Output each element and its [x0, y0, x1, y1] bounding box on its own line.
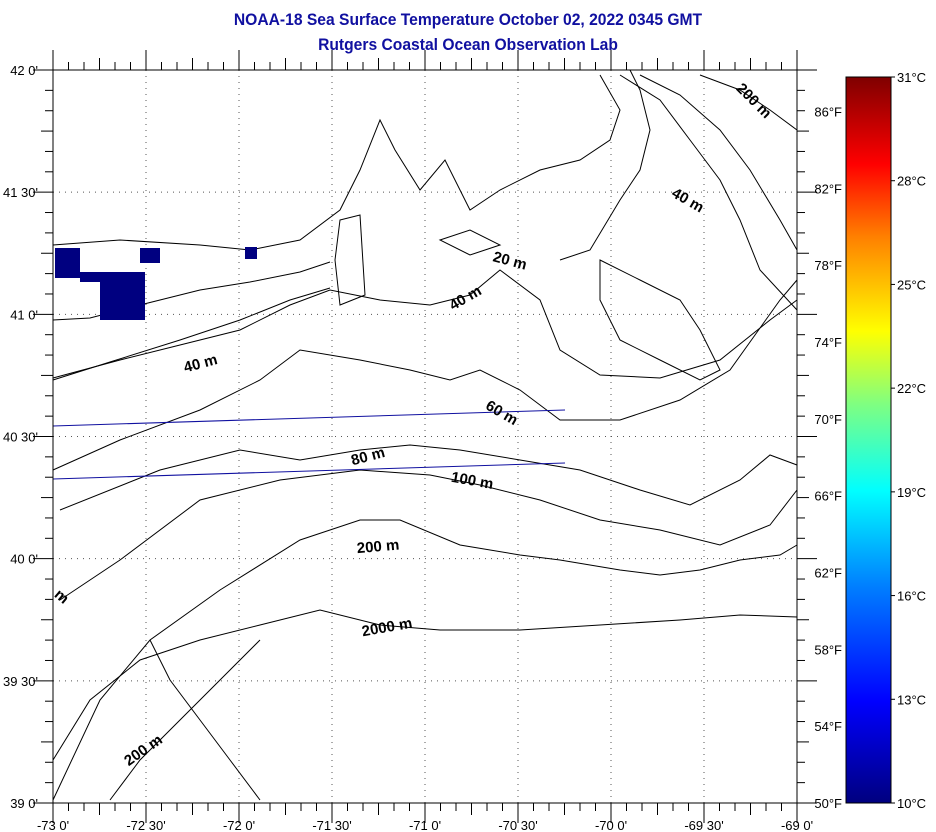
bathymetry-contours — [52, 74, 798, 801]
contour-label: m — [51, 586, 72, 608]
sst-patch — [80, 272, 100, 282]
celsius-label: 10°C — [897, 796, 926, 811]
lon-label: -69 0' — [781, 818, 813, 832]
fahrenheit-label: 86°F — [814, 105, 842, 120]
sst-patch — [245, 247, 257, 259]
lon-label: -69 30' — [684, 818, 723, 832]
fahrenheit-label: 50°F — [814, 796, 842, 811]
lat-label: 41 30' — [3, 185, 38, 200]
lon-label: -70 0' — [595, 818, 627, 832]
map-title: NOAA-18 Sea Surface Temperature October … — [233, 10, 703, 29]
contour-label: 40 m — [182, 351, 219, 376]
celsius-label: 22°C — [897, 381, 926, 396]
contour-60m — [52, 279, 798, 471]
lon-label: -71 0' — [409, 818, 441, 832]
contour-label: 200 m — [121, 731, 166, 769]
fahrenheit-label: 70°F — [814, 412, 842, 427]
fahrenheit-label: 58°F — [814, 642, 842, 657]
cape-cod-coast — [559, 69, 721, 381]
sst-patch — [55, 248, 80, 278]
fahrenheit-label: 74°F — [814, 335, 842, 350]
islands — [334, 214, 502, 306]
contour-40m — [52, 269, 798, 379]
contour-label: 100 m — [450, 469, 495, 493]
fahrenheit-label: 54°F — [814, 719, 842, 734]
sst-patch — [100, 272, 145, 320]
connecticut-ri-coast — [52, 74, 621, 251]
lat-label: 39 0' — [10, 796, 38, 811]
contour-gom — [619, 74, 798, 311]
lat-label: 42 0' — [10, 63, 38, 78]
celsius-label: 13°C — [897, 692, 926, 707]
colorbar — [845, 76, 892, 804]
swath-line — [52, 462, 566, 480]
contour-label: 200 m — [733, 80, 775, 122]
contour-200m — [52, 519, 798, 801]
swath-line — [52, 409, 566, 427]
lon-label: -73 0' — [37, 818, 69, 832]
contour-2000m — [52, 609, 798, 761]
coastline — [52, 69, 721, 381]
swath-lines — [52, 409, 566, 480]
fahrenheit-label: 82°F — [814, 181, 842, 196]
contour-label: 2000 m — [360, 615, 413, 641]
celsius-label: 31°C — [897, 70, 926, 85]
lon-label: -70 30' — [498, 818, 537, 832]
celsius-label: 28°C — [897, 174, 926, 189]
fahrenheit-label: 62°F — [814, 566, 842, 581]
lat-label: 40 30' — [3, 430, 38, 445]
celsius-label: 25°C — [897, 277, 926, 292]
contour-label: 200 m — [356, 537, 400, 558]
sst-pixels — [55, 247, 257, 320]
lat-label: 40 0' — [10, 552, 38, 567]
contour-100m — [59, 469, 798, 601]
contour-80m — [59, 444, 798, 511]
lon-label: -71 30' — [312, 818, 351, 832]
sst-patch — [140, 248, 160, 263]
contour-label: 60 m — [483, 397, 521, 429]
graticule — [53, 70, 797, 803]
map-subtitle: Rutgers Coastal Ocean Observation Lab — [318, 35, 618, 54]
lon-label: -72 0' — [223, 818, 255, 832]
celsius-label: 16°C — [897, 589, 926, 604]
contour-label: 40 m — [669, 185, 707, 217]
contour-label: 20 m — [491, 248, 528, 273]
lat-label: 41 0' — [10, 307, 38, 322]
lat-label: 39 30' — [3, 674, 38, 689]
contour-200m-lower — [109, 639, 261, 801]
lon-label: -72 30' — [126, 818, 165, 832]
celsius-label: 19°C — [897, 485, 926, 500]
fahrenheit-label: 78°F — [814, 258, 842, 273]
fahrenheit-label: 66°F — [814, 489, 842, 504]
contour-label: 80 m — [349, 444, 386, 469]
